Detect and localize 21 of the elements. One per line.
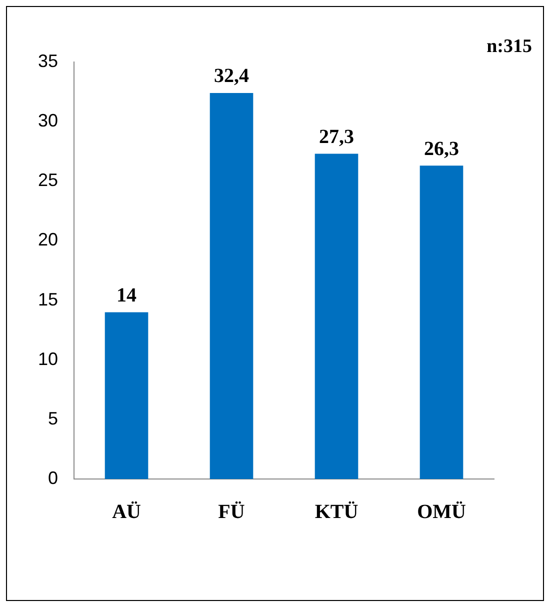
y-tick-label: 0 — [48, 468, 58, 488]
text: n:315 — [486, 36, 532, 58]
y-tick-label: 10 — [38, 348, 58, 369]
y-tick-label: 20 — [38, 230, 58, 250]
y-tick-label: 30 — [38, 110, 58, 131]
x-tick-label: KTÜ — [314, 501, 358, 524]
bar — [420, 166, 464, 479]
bar — [210, 92, 254, 479]
y-tick-label: 35 — [38, 50, 58, 71]
data-label: 14 — [116, 284, 137, 306]
data-label: 26,3 — [424, 138, 460, 160]
x-tick-label: FÜ — [218, 501, 245, 524]
bar — [314, 154, 358, 479]
y-tick-label: 25 — [38, 170, 58, 190]
data-label: 27,3 — [319, 126, 354, 148]
bar — [104, 312, 148, 479]
data-label: 32,4 — [214, 65, 250, 88]
y-tick-label: 15 — [38, 289, 58, 310]
x-tick-label: OMÜ — [417, 501, 466, 524]
y-tick-label: 5 — [48, 408, 58, 428]
x-tick-label: AÜ — [112, 501, 141, 524]
